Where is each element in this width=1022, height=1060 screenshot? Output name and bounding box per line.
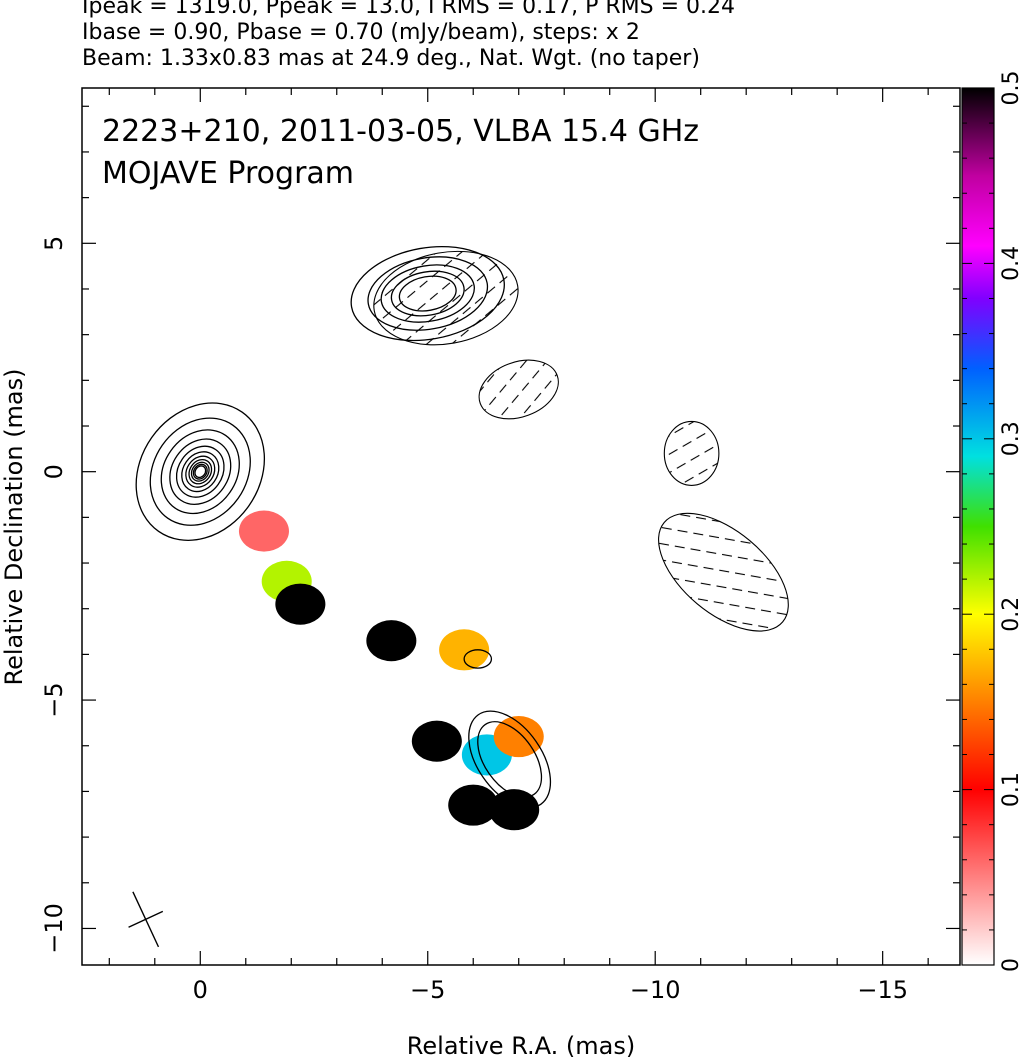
map-area xyxy=(128,245,789,948)
colorbar-tick-label: 0 xyxy=(999,958,1022,972)
colorbar-tick-labels: 0 0.1 0.2 0.3 0.4 0.5 xyxy=(999,71,1022,973)
fpol-patch xyxy=(489,789,540,831)
contour-core xyxy=(149,417,251,526)
header-base-line: Ibase = 0.90, Pbase = 0.70 (mJy/beam), s… xyxy=(82,20,640,45)
colorbar-ticks xyxy=(962,87,994,966)
header-beam-line: Beam: 1.33x0.83 mas at 24.9 deg., Nat. W… xyxy=(82,46,700,71)
contour-core xyxy=(175,445,225,498)
colorbar: 0 0.1 0.2 0.3 0.4 0.5 xyxy=(961,71,1022,973)
x-tick-label: −15 xyxy=(857,976,908,1004)
polarization-color-layer xyxy=(238,510,544,831)
y-tick-label: −5 xyxy=(40,682,68,717)
polarization-vectors xyxy=(373,250,789,632)
contour-core xyxy=(160,429,240,515)
polarization-vector-region xyxy=(478,359,559,420)
map-labels: 2223+210, 2011-03-05, VLBA 15.4 GHz MOJA… xyxy=(102,114,699,191)
fpol-patch xyxy=(275,583,326,625)
fpol-patch xyxy=(366,620,417,662)
contour-core xyxy=(185,455,216,488)
colorbar-tick-label: 0.1 xyxy=(999,772,1022,807)
contour-core xyxy=(192,463,208,480)
x-tick-label: −5 xyxy=(410,976,445,1004)
y-tick-label: 5 xyxy=(40,236,68,251)
fpol-patch xyxy=(439,629,490,671)
chart-subtitle: MOJAVE Program xyxy=(102,156,354,191)
y-tick-label: 0 xyxy=(40,464,68,479)
y-axis-label: Relative Declination (mas) xyxy=(0,368,28,685)
axis-ticks xyxy=(82,88,960,965)
x-axis-label: Relative R.A. (mas) xyxy=(407,1032,635,1060)
contour-core xyxy=(194,465,207,479)
chart-title: 2223+210, 2011-03-05, VLBA 15.4 GHz xyxy=(102,114,699,149)
colorbar-tick-label: 0.3 xyxy=(999,421,1022,456)
axis-tick-labels: 0 −5 −10 −15 5 0 −5 −10 xyxy=(40,236,908,1004)
beam-minor-axis xyxy=(128,910,164,928)
fpol-patch xyxy=(411,720,462,762)
fpol-patch xyxy=(238,510,289,552)
contour-core xyxy=(188,458,213,485)
x-tick-label: −10 xyxy=(630,976,681,1004)
colorbar-gradient xyxy=(961,87,995,966)
x-tick-label: 0 xyxy=(193,976,208,1004)
polarization-vector-region xyxy=(658,512,789,632)
colorbar-tick-label: 0.2 xyxy=(999,597,1022,632)
polarization-vector-region xyxy=(663,420,720,486)
header-peak-line: Ipeak = 1319.0, Ppeak = 13.0, I RMS = 0.… xyxy=(82,0,735,19)
contour-core xyxy=(181,451,220,493)
beam-symbol xyxy=(128,891,164,948)
contour-core xyxy=(135,402,266,542)
fpol-patch xyxy=(448,784,499,826)
plot-frame xyxy=(81,87,961,966)
contour-core xyxy=(169,438,232,505)
y-tick-label: −10 xyxy=(40,903,68,954)
polarization-vector-region xyxy=(373,250,519,346)
contour-core xyxy=(190,461,210,482)
colorbar-tick-label: 0.4 xyxy=(999,246,1022,281)
contour-south-knot xyxy=(463,649,493,669)
contour-south-jet xyxy=(477,721,543,798)
map-header: Ipeak = 1319.0, Ppeak = 13.0, I RMS = 0.… xyxy=(82,0,1012,72)
contour-south-jet xyxy=(468,710,552,809)
colorbar-tick-label: 0.5 xyxy=(999,71,1022,106)
